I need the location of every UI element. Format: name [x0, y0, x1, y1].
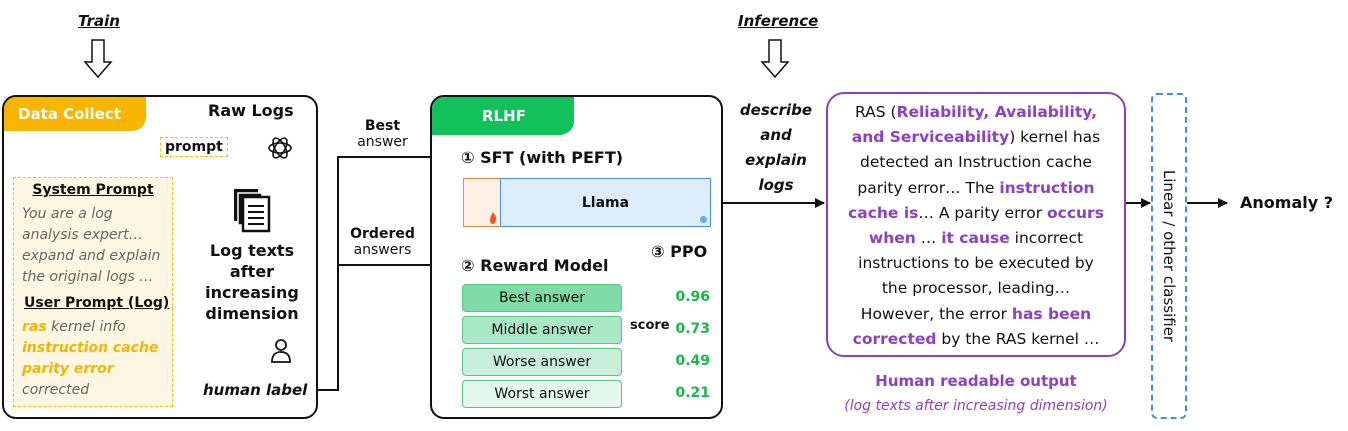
user-prompt-title: User Prompt (Log) — [24, 295, 170, 311]
inference-down-arrow — [760, 39, 790, 79]
peft-adapter — [463, 178, 501, 227]
document-stack-icon — [234, 189, 271, 233]
phase-train-label: Train — [78, 12, 120, 30]
data-collect-tab: Data Collect — [4, 97, 146, 131]
fire-icon — [490, 212, 497, 224]
score-worst: 0.21 — [675, 385, 710, 401]
score-label: score — [630, 318, 670, 333]
best-answer-label: Best answer — [357, 118, 408, 150]
human-readable-output-box — [826, 92, 1126, 357]
answer-box-middle: Middle answer — [462, 316, 622, 344]
snowflake-icon — [699, 215, 708, 224]
phase-inference-label: Inference — [738, 12, 819, 30]
llama-model-block: Llama — [500, 178, 711, 227]
score-worse: 0.49 — [675, 353, 710, 369]
classifier-box — [1151, 93, 1187, 419]
log-texts-label: Log texts after increasing dimension — [205, 241, 299, 323]
human-readable-output-text: RAS (Reliability, Availability, and Serv… — [848, 103, 1104, 348]
raw-logs-label: Raw Logs — [208, 101, 294, 120]
anomaly-result-label: Anomaly ? — [1240, 193, 1333, 212]
system-prompt-title: System Prompt — [32, 182, 154, 198]
answer-box-best: Best answer — [462, 284, 622, 312]
system-prompt-text: You are a log analysis expert… expand an… — [22, 206, 161, 285]
llm-knot-icon — [268, 137, 292, 159]
reward-model-label: ② Reward Model — [461, 256, 609, 275]
user-prompt-text: ras kernel info instruction cache parity… — [22, 319, 159, 398]
person-icon — [271, 339, 291, 363]
answer-box-worst: Worst answer — [462, 380, 622, 408]
output-caption-subtitle: (log texts after increasing dimension) — [844, 398, 1108, 414]
best-answer-arrow — [318, 152, 446, 391]
inference-arrow-label: describe and explain logs — [739, 101, 813, 194]
human-label: human label — [203, 381, 308, 399]
prompt-card — [13, 177, 173, 407]
score-best: 0.96 — [675, 289, 710, 305]
ordered-answers-label: Ordered answers — [350, 226, 415, 258]
train-down-arrow — [83, 39, 113, 79]
ppo-label: ③ PPO — [651, 242, 708, 261]
sft-label: ① SFT (with PEFT) — [461, 148, 624, 167]
output-caption-title: Human readable output — [875, 372, 1077, 390]
score-middle: 0.73 — [675, 321, 710, 337]
rlhf-tab: RLHF — [432, 97, 574, 135]
answer-box-worse: Worse answer — [462, 348, 622, 376]
prompt-tag: prompt — [160, 137, 228, 157]
